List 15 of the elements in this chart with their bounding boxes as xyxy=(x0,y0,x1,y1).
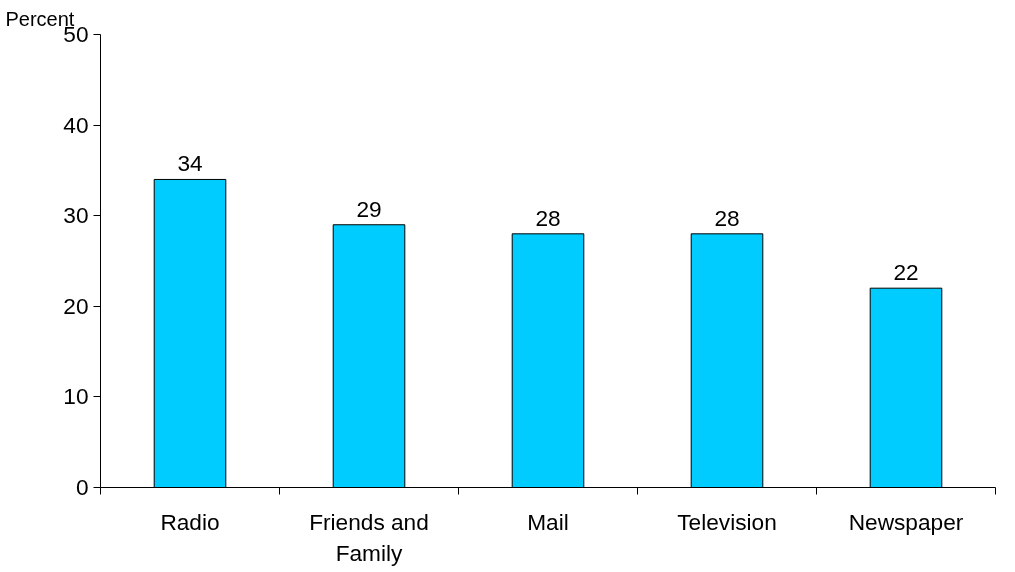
y-tick-label: 0 xyxy=(75,474,89,500)
x-tick-label: Newspaper xyxy=(848,508,964,535)
x-tick-label: Mail xyxy=(527,508,569,535)
y-tick-label: 30 xyxy=(63,202,89,229)
y-tick-label: 10 xyxy=(63,383,89,410)
data-label: 28 xyxy=(535,204,561,231)
x-tick-label: Radio xyxy=(160,508,220,535)
y-tick-label: 40 xyxy=(63,111,89,138)
data-label: 29 xyxy=(356,195,382,222)
data-label: 28 xyxy=(714,204,740,231)
data-label: 22 xyxy=(893,259,919,286)
data-label: 34 xyxy=(177,150,203,177)
y-tick-label: 20 xyxy=(63,292,89,319)
x-tick-label: Television xyxy=(677,508,777,535)
x-tick-label: Friends and Family xyxy=(309,508,429,566)
